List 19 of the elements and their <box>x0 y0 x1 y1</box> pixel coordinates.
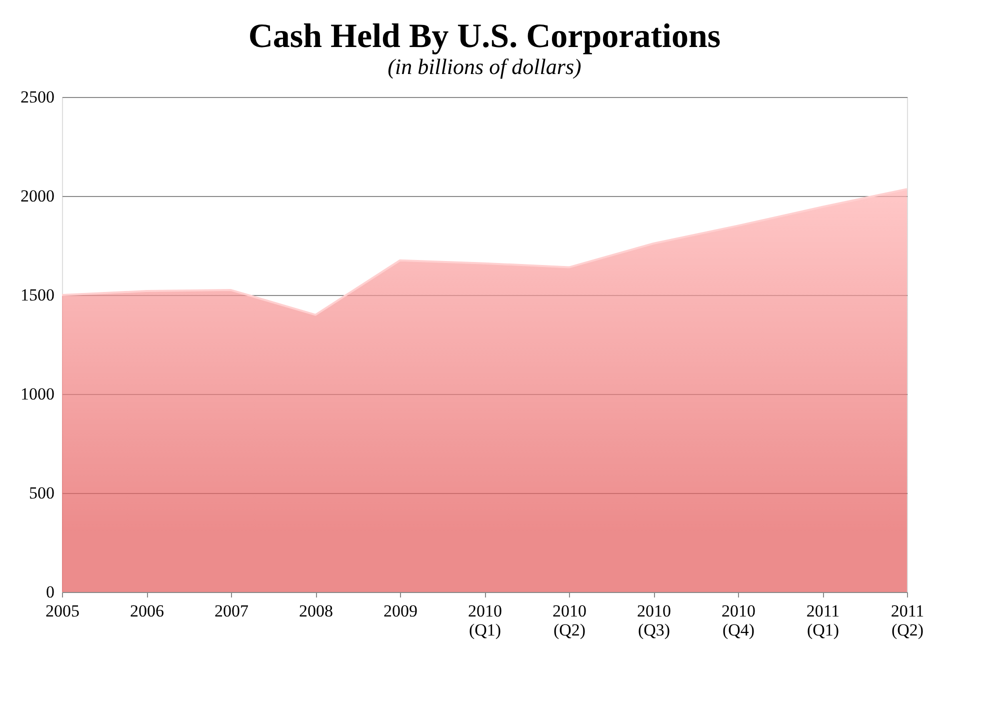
x-tick-label: 2010 (Q2) <box>552 602 586 640</box>
chart-title: Cash Held By U.S. Corporations <box>248 18 721 55</box>
y-tick-label: 500 <box>29 484 54 502</box>
x-tick-label: 2005 <box>46 602 80 620</box>
y-tick-label: 0 <box>46 582 54 602</box>
x-tick-label: 2011 (Q2) <box>890 602 924 640</box>
y-tick-label: 1500 <box>20 286 54 304</box>
y-tick-label: 2000 <box>20 186 54 206</box>
chart-subtitle: (in billions of dollars) <box>388 54 582 79</box>
x-tick-label: 2010 (Q1) <box>468 602 502 640</box>
x-tick-label: 2006 <box>130 602 164 620</box>
x-tick-label: 2011 (Q1) <box>806 602 840 640</box>
x-tick-label: 2009 <box>384 602 418 620</box>
x-tick-label: 2010 (Q3) <box>637 602 671 640</box>
y-tick-label: 1000 <box>20 384 54 404</box>
x-tick-label: 2008 <box>299 602 333 620</box>
x-tick-label: 2007 <box>214 602 249 620</box>
x-tick-label: 2010 (Q4) <box>722 602 756 640</box>
y-tick-label: 2500 <box>20 88 54 106</box>
